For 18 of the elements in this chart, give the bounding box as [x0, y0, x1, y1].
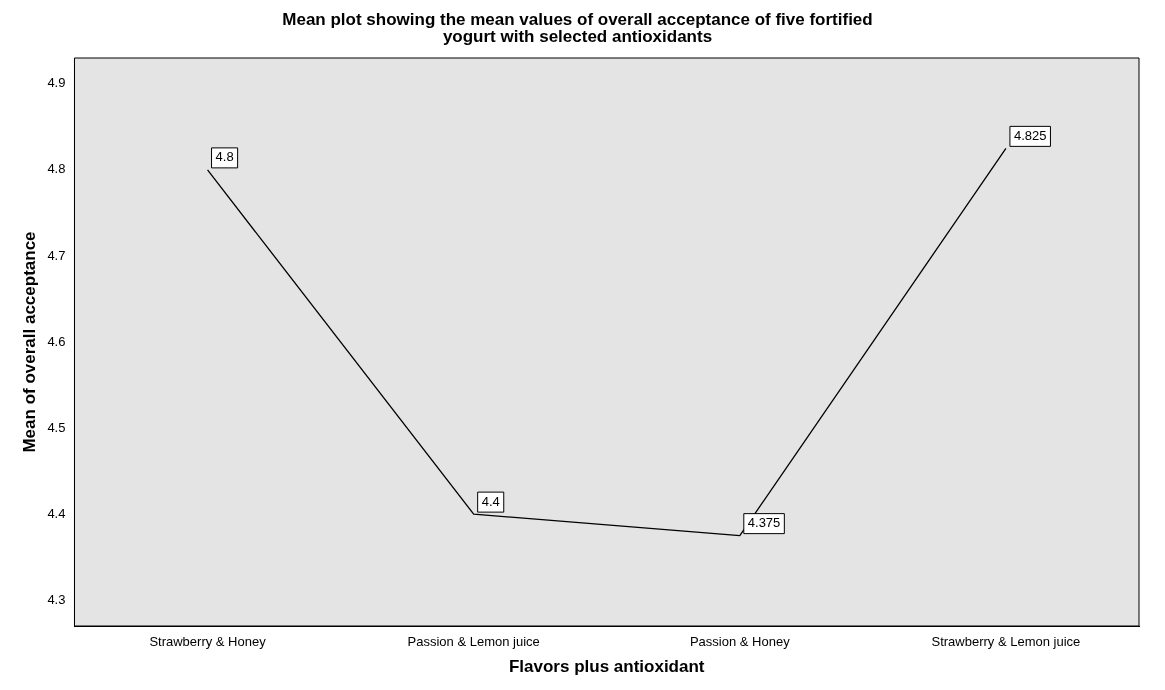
data-label: 4.4: [481, 493, 500, 509]
y-tick-label: 4.9: [47, 75, 66, 91]
x-tick-label: Passion & Lemon juice: [407, 634, 540, 650]
y-axis-title: Mean of overall acceptance: [19, 231, 39, 453]
y-tick-label: 4.5: [47, 419, 66, 435]
y-tick-label: 4.6: [47, 333, 66, 349]
y-tick-label: 4.8: [47, 161, 66, 177]
data-label: 4.825: [1013, 127, 1047, 143]
chart-title: Mean plot showing the mean values of overall acceptance of five fortified yogurt with selected antioxidants: [282, 10, 873, 47]
x-tick-label: Strawberry & Honey: [149, 634, 267, 650]
x-axis-title: Flavors plus antioxidant: [508, 657, 705, 677]
y-tick-label: 4.4: [47, 505, 66, 521]
data-label: 4.8: [215, 149, 234, 165]
y-tick-label: 4.7: [47, 247, 66, 263]
x-tick-label: Passion & Honey: [689, 634, 791, 650]
y-tick-label: 4.3: [47, 591, 66, 607]
data-label: 4.375: [747, 515, 781, 531]
x-tick-label: Strawberry & Lemon juice: [931, 634, 1081, 650]
